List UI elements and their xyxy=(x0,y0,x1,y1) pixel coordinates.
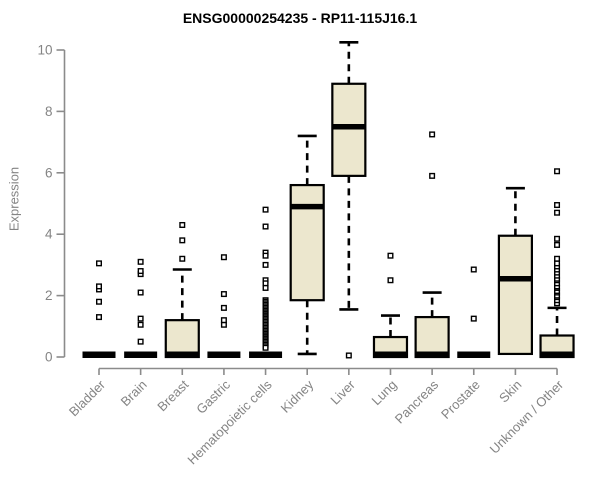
outlier-gastric xyxy=(220,254,227,261)
y-tick-label: 10 xyxy=(37,43,52,58)
outlier-unknown-other xyxy=(554,168,561,175)
outlier-unknown-other xyxy=(554,209,561,216)
outlier-liver xyxy=(345,352,352,359)
box-pancreas xyxy=(414,315,450,359)
x-category-label: Lung xyxy=(369,377,400,408)
outlier-unknown-other xyxy=(554,235,561,242)
x-category-label: Unknown / Other xyxy=(487,377,567,457)
x-category-label: Prostate xyxy=(438,377,483,422)
outlier-breast xyxy=(179,221,186,228)
outlier-brain xyxy=(137,315,144,322)
y-tick-label: 0 xyxy=(45,350,53,365)
outlier-brain xyxy=(137,258,144,265)
collapsed-box-brain xyxy=(124,351,158,358)
outlier-bladder xyxy=(95,298,102,305)
outlier-prostate xyxy=(470,266,477,273)
outlier-hematopoietic-cells xyxy=(262,261,269,268)
outlier-brain xyxy=(137,289,144,296)
y-tick-label: 2 xyxy=(45,288,53,303)
outlier-gastric xyxy=(220,317,227,324)
x-category-label: Bladder xyxy=(66,377,109,420)
outlier-prostate xyxy=(470,315,477,322)
y-tick-label: 8 xyxy=(45,104,53,119)
outlier-brain xyxy=(137,321,144,328)
outlier-unknown-other xyxy=(554,202,561,209)
outlier-bladder xyxy=(95,314,102,321)
collapsed-box-gastric xyxy=(207,351,241,358)
box-breast xyxy=(164,319,200,359)
x-category-label: Breast xyxy=(154,377,191,414)
collapsed-box-bladder xyxy=(82,351,116,358)
x-category-label: Liver xyxy=(327,377,358,408)
outlier-lung xyxy=(387,252,394,259)
y-tick-label: 4 xyxy=(45,227,53,242)
outlier-pancreas xyxy=(429,131,436,138)
outlier-breast xyxy=(179,237,186,244)
y-tick-label: 6 xyxy=(45,165,53,180)
outlier-gastric xyxy=(220,291,227,298)
x-category-label: Brain xyxy=(118,377,150,409)
outlier-brain xyxy=(137,268,144,275)
outlier-bladder xyxy=(95,283,102,290)
outlier-hematopoietic-cells xyxy=(262,252,269,259)
outlier-gastric xyxy=(220,304,227,311)
box-skin xyxy=(497,234,533,356)
outlier-breast xyxy=(179,255,186,262)
outlier-hematopoietic-cells xyxy=(262,344,269,351)
outlier-bladder xyxy=(95,260,102,267)
outlier-unknown-other xyxy=(554,241,561,248)
box-kidney xyxy=(289,183,325,302)
box-liver xyxy=(331,82,367,177)
outlier-hematopoietic-cells xyxy=(262,284,269,291)
chart-title: ENSG00000254235 - RP11-115J16.1 xyxy=(182,10,418,26)
collapsed-box-prostate xyxy=(457,351,491,358)
outlier-hematopoietic-cells xyxy=(262,223,269,230)
x-category-label: Skin xyxy=(496,377,524,405)
outlier-brain xyxy=(137,338,144,345)
x-category-label: Kidney xyxy=(278,377,317,416)
outlier-hematopoietic-cells xyxy=(262,206,269,213)
x-category-label: Gastric xyxy=(193,377,233,417)
outlier-unknown-other xyxy=(554,255,561,262)
outlier-pancreas xyxy=(429,172,436,179)
x-category-label: Pancreas xyxy=(392,377,442,427)
outlier-lung xyxy=(387,277,394,284)
collapsed-box-hematopoietic-cells xyxy=(249,351,283,358)
